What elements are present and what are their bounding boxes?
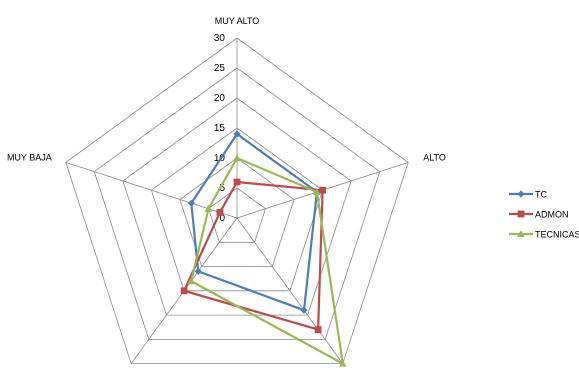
data-point [204, 204, 213, 212]
tick-label: 0 [219, 213, 225, 224]
category-label: MODERADO [348, 373, 401, 374]
grid-ring [150, 127, 324, 292]
legend-item: ADMON [509, 210, 569, 220]
series-layer [180, 130, 347, 367]
grid-ring [179, 157, 295, 267]
grid-spoke [65, 162, 238, 219]
grid-ring [93, 67, 381, 340]
legend-label: TC [535, 190, 547, 200]
legend-item: TC [509, 190, 547, 200]
series-tecnicas [187, 154, 347, 367]
legend: TC ADMON TECNICAS [509, 190, 579, 240]
data-point [216, 209, 224, 216]
grid-ring [208, 187, 266, 243]
grid-ring [65, 37, 409, 365]
data-point [517, 210, 525, 218]
series-tc [187, 130, 321, 314]
data-point [194, 267, 202, 275]
tick-label: 25 [214, 63, 226, 74]
data-point [180, 287, 188, 295]
data-point [233, 178, 241, 186]
grid-spoke [236, 217, 344, 364]
category-label: MUY BAJA [7, 152, 52, 162]
legend-label: ADMON [535, 210, 569, 220]
tick-label: 15 [214, 123, 226, 134]
tick-label: 20 [214, 93, 226, 104]
category-label: MUY ALTO [215, 16, 260, 26]
data-point [300, 306, 308, 314]
data-point [233, 130, 241, 138]
legend-label: TECNICAS [535, 230, 579, 240]
data-point [187, 277, 195, 285]
series-line [190, 132, 318, 312]
category-label: ALTO [423, 152, 446, 162]
series-line [190, 156, 344, 365]
data-point [319, 186, 326, 194]
data-point [517, 190, 525, 198]
category-labels: MUY ALTOALTOMODERADOBAJAMUY BAJA [7, 16, 446, 374]
grid-ring [122, 97, 352, 316]
data-point [314, 326, 322, 334]
data-point [313, 188, 321, 196]
legend-item: TECNICAS [509, 230, 579, 240]
tick-label: 5 [219, 183, 225, 194]
radar-grid [65, 37, 409, 365]
tick-label: 30 [214, 33, 226, 44]
data-point [339, 359, 347, 367]
data-point [187, 199, 195, 207]
data-point [517, 230, 525, 238]
data-point [233, 154, 241, 162]
